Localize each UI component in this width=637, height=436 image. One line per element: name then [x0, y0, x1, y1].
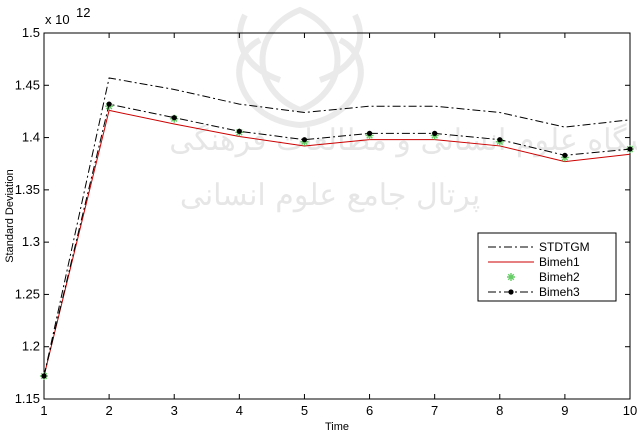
data-point: [41, 373, 47, 379]
y-exponent-base: x 10: [45, 12, 70, 27]
x-tick-label: 10: [623, 403, 637, 418]
series-line: [43, 109, 631, 377]
legend-item-bimeh1: Bimeh1: [488, 255, 580, 269]
series-layer: [40, 77, 634, 380]
watermark: پژوهشگاه علوم انسانی و مطالعات فرهنگی پر…: [169, 6, 637, 213]
data-point: [432, 130, 438, 136]
data-point: [236, 128, 242, 134]
y-tick-label: 1.15: [15, 391, 40, 406]
legend-marker: [508, 289, 514, 295]
legend-label: Bimeh2: [539, 270, 580, 284]
series-line: [43, 103, 631, 377]
x-tick-label: 1: [40, 403, 47, 418]
legend-marker: [507, 273, 515, 281]
y-exponent-power: 12: [76, 5, 90, 20]
legend-item-stdtgm: STDTGM: [488, 240, 590, 254]
legend-box: [477, 232, 617, 302]
series-line: [43, 77, 631, 377]
data-point: [171, 115, 177, 121]
y-tick-label: 1.25: [15, 286, 40, 301]
x-tick-label: 8: [496, 403, 503, 418]
x-tick-label: 5: [301, 403, 308, 418]
y-tick-label: 1.3: [22, 234, 40, 249]
data-point: [562, 152, 568, 158]
x-tick-label: 6: [366, 403, 373, 418]
legend-item-bimeh2: Bimeh2: [507, 270, 580, 284]
y-tick-label: 1.5: [22, 25, 40, 40]
x-tick-label: 7: [431, 403, 438, 418]
data-point: [106, 101, 112, 107]
plot-area: [43, 32, 631, 400]
watermark-line2: پرتال جامع علوم انسانی: [180, 178, 480, 213]
legend-label: STDTGM: [539, 240, 590, 254]
data-point: [497, 137, 503, 143]
x-tick-labels: 1 2 3 4 5 6 7 8 9 10: [40, 403, 637, 418]
watermark-emblem: [236, 6, 364, 129]
y-tick-label: 1.2: [22, 339, 40, 354]
watermark-line1: پژوهشگاه علوم انسانی و مطالعات فرهنگی: [169, 123, 637, 158]
legend-label: Bimeh1: [539, 255, 580, 269]
x-axis-label: Time: [325, 421, 349, 433]
series-bimeh3: [41, 101, 633, 379]
data-point: [301, 137, 308, 143]
y-axis-label: Standard Deviation: [4, 169, 16, 263]
series-stdtgm: [43, 77, 631, 377]
y-tick-label: 1.4: [22, 130, 40, 145]
data-point: [366, 130, 373, 136]
series-bimeh1: [43, 109, 631, 377]
x-tick-label: 4: [236, 403, 243, 418]
legend-label: Bimeh3: [539, 285, 580, 299]
legend-item-bimeh3: Bimeh3: [488, 285, 580, 299]
x-tick-label: 2: [105, 403, 112, 418]
tick-marks: [43, 32, 631, 400]
y-tick-labels: 1.15 1.2 1.25 1.3 1.35 1.4 1.45 1.5: [15, 25, 40, 406]
y-tick-label: 1.35: [15, 182, 40, 197]
y-tick-label: 1.45: [15, 77, 40, 92]
data-point: [627, 146, 633, 152]
x-tick-label: 9: [561, 403, 568, 418]
x-tick-label: 3: [171, 403, 178, 418]
